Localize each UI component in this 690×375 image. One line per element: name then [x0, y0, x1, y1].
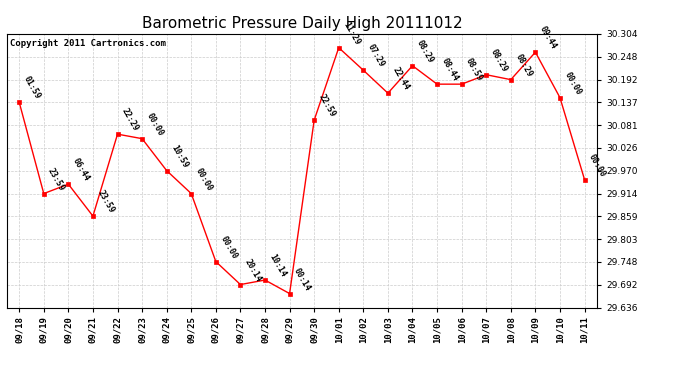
Text: 01:59: 01:59 — [21, 75, 42, 101]
Text: 00:00: 00:00 — [562, 70, 583, 96]
Text: 22:29: 22:29 — [120, 107, 140, 133]
Text: 22:59: 22:59 — [317, 93, 337, 119]
Text: 08:44: 08:44 — [440, 57, 460, 83]
Text: 20:14: 20:14 — [243, 257, 263, 284]
Text: 11:29: 11:29 — [341, 20, 362, 46]
Title: Barometric Pressure Daily High 20111012: Barometric Pressure Daily High 20111012 — [141, 16, 462, 31]
Text: 10:14: 10:14 — [268, 253, 288, 279]
Text: 08:29: 08:29 — [513, 52, 533, 78]
Text: 07:29: 07:29 — [366, 43, 386, 69]
Text: 00:14: 00:14 — [292, 266, 313, 292]
Text: 08:29: 08:29 — [489, 47, 509, 74]
Text: 22:44: 22:44 — [391, 66, 411, 92]
Text: 06:44: 06:44 — [71, 157, 91, 183]
Text: 00:00: 00:00 — [145, 111, 165, 137]
Text: 23:59: 23:59 — [95, 189, 116, 215]
Text: 08:59: 08:59 — [464, 57, 484, 83]
Text: 00:00: 00:00 — [218, 234, 239, 260]
Text: 09:44: 09:44 — [538, 25, 558, 51]
Text: 08:29: 08:29 — [415, 38, 435, 64]
Text: 00:00: 00:00 — [194, 166, 214, 192]
Text: 10:59: 10:59 — [169, 143, 190, 170]
Text: 23:59: 23:59 — [46, 166, 66, 192]
Text: 00:00: 00:00 — [587, 152, 607, 178]
Text: Copyright 2011 Cartronics.com: Copyright 2011 Cartronics.com — [10, 39, 166, 48]
